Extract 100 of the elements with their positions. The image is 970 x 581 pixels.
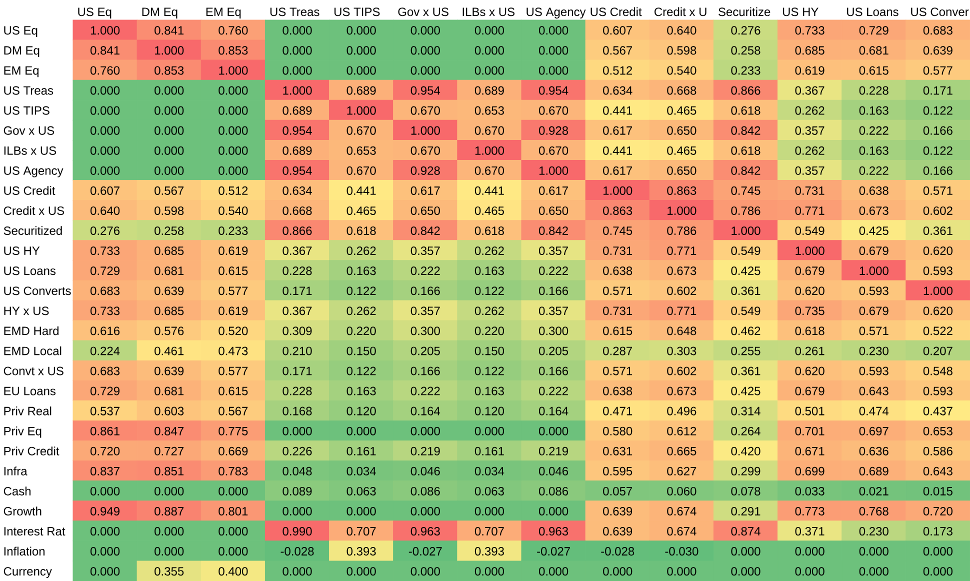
y-tick-label: Infra bbox=[4, 466, 28, 476]
data-label: 0.665 bbox=[667, 446, 696, 456]
data-label: 0.501 bbox=[795, 406, 824, 416]
data-label: 0.000 bbox=[859, 567, 888, 576]
data-label: 0.437 bbox=[923, 406, 952, 416]
data-label: 0.681 bbox=[154, 386, 184, 396]
data-label: 0.465 bbox=[474, 206, 504, 215]
data-label: 0.620 bbox=[795, 366, 824, 376]
data-label: 0.000 bbox=[795, 547, 824, 556]
data-label: 0.000 bbox=[218, 86, 248, 95]
data-label: 0.120 bbox=[346, 406, 376, 416]
data-label: 1.000 bbox=[860, 266, 888, 276]
data-label: 0.771 bbox=[795, 206, 824, 215]
data-label: 0.048 bbox=[282, 466, 312, 476]
data-label: 0.000 bbox=[731, 547, 760, 556]
data-label: 0.000 bbox=[154, 86, 184, 95]
data-label: 0.631 bbox=[603, 446, 632, 456]
data-label: 0.089 bbox=[282, 486, 312, 496]
data-label: 0.228 bbox=[282, 386, 312, 396]
data-label: 0.000 bbox=[282, 46, 312, 55]
data-label: 0.639 bbox=[154, 366, 184, 376]
y-tick-label: US Agency bbox=[4, 166, 64, 178]
x-tick-label: ILBs x US bbox=[462, 8, 514, 16]
data-label: 0.638 bbox=[603, 266, 632, 276]
data-label: 0.729 bbox=[859, 26, 888, 35]
data-label: 0.648 bbox=[667, 326, 696, 336]
data-label: 0.309 bbox=[282, 326, 312, 336]
data-label: 0.461 bbox=[154, 346, 184, 356]
data-label: 0.670 bbox=[346, 166, 376, 175]
data-label: -0.027 bbox=[408, 547, 442, 556]
data-label: 0.258 bbox=[731, 46, 760, 55]
data-label: 0.000 bbox=[923, 567, 953, 576]
data-label: 1.000 bbox=[796, 246, 824, 256]
data-label: 0.262 bbox=[795, 106, 824, 115]
data-label: 0.000 bbox=[474, 46, 504, 55]
data-label: 0.000 bbox=[859, 547, 888, 556]
data-label: 0.512 bbox=[603, 66, 632, 75]
data-label: 0.619 bbox=[795, 66, 824, 75]
data-label: 0.949 bbox=[90, 506, 120, 516]
x-tick-label: EM Eq bbox=[206, 8, 241, 18]
data-label: 0.164 bbox=[410, 406, 440, 416]
data-label: 0.638 bbox=[603, 386, 632, 396]
data-label: 0.674 bbox=[667, 527, 696, 536]
data-label: 0.000 bbox=[346, 46, 376, 55]
y-tick-label: Priv Credit bbox=[4, 446, 60, 456]
data-label: 0.000 bbox=[346, 66, 376, 75]
data-label: 0.670 bbox=[474, 126, 504, 135]
data-label: 0.640 bbox=[667, 26, 696, 35]
data-label: 0.166 bbox=[923, 126, 952, 135]
data-label: 0.670 bbox=[538, 146, 568, 155]
data-label: 0.425 bbox=[731, 266, 760, 276]
data-label: 0.707 bbox=[474, 527, 504, 536]
data-label: 0.866 bbox=[731, 86, 760, 95]
y-tick-label: Priv Eq bbox=[4, 426, 42, 438]
data-label: 0.887 bbox=[154, 506, 184, 516]
data-label: 0.602 bbox=[923, 206, 952, 215]
data-label: -0.028 bbox=[280, 547, 314, 556]
y-tick-label: EM Eq bbox=[4, 66, 39, 78]
data-label: 0.567 bbox=[218, 406, 248, 416]
data-label: 0.357 bbox=[538, 306, 568, 316]
data-label: 0.314 bbox=[731, 406, 760, 416]
data-label: 0.086 bbox=[410, 486, 440, 496]
data-label: 0.000 bbox=[538, 426, 568, 436]
data-label: 0.222 bbox=[538, 266, 568, 276]
y-tick-label: Cash bbox=[4, 486, 31, 496]
data-label: 0.441 bbox=[603, 106, 632, 115]
data-label: 0.173 bbox=[923, 527, 952, 536]
data-label: 0.122 bbox=[474, 366, 504, 376]
data-label: 1.000 bbox=[732, 226, 760, 235]
data-label: 0.000 bbox=[474, 66, 504, 75]
data-label: 0.618 bbox=[731, 146, 760, 155]
data-label: 0.000 bbox=[90, 547, 120, 556]
data-label: 0.226 bbox=[282, 446, 312, 456]
x-tick-label: DM Eq bbox=[142, 8, 178, 18]
data-label: 0.731 bbox=[795, 186, 824, 195]
data-label: 0.727 bbox=[154, 446, 184, 456]
data-label: 0.000 bbox=[90, 106, 120, 115]
data-label: 0.262 bbox=[346, 306, 376, 316]
data-label: 0.653 bbox=[346, 146, 376, 155]
data-label: 0.000 bbox=[474, 567, 504, 576]
data-label: 0.673 bbox=[859, 206, 888, 215]
data-label: 0.679 bbox=[859, 306, 888, 316]
data-label: 0.619 bbox=[218, 246, 248, 256]
data-label: 0.650 bbox=[667, 126, 696, 135]
data-label: 0.000 bbox=[90, 146, 120, 155]
data-label: 0.371 bbox=[795, 527, 824, 536]
data-label: 0.303 bbox=[667, 346, 696, 356]
data-label: 0.000 bbox=[474, 26, 504, 35]
data-label: 0.548 bbox=[923, 366, 952, 376]
data-label: 0.000 bbox=[731, 567, 760, 576]
data-label: 0.361 bbox=[923, 226, 952, 235]
data-label: 0.520 bbox=[218, 326, 248, 336]
data-label: 0.367 bbox=[282, 306, 312, 316]
data-label: 0.122 bbox=[474, 286, 504, 296]
data-label: 0.150 bbox=[346, 346, 376, 356]
data-label: 0.618 bbox=[346, 226, 376, 235]
data-label: 0.233 bbox=[218, 226, 248, 235]
data-label: 0.057 bbox=[603, 486, 632, 496]
data-label: 0.000 bbox=[282, 26, 312, 35]
data-label: 0.150 bbox=[474, 346, 504, 356]
